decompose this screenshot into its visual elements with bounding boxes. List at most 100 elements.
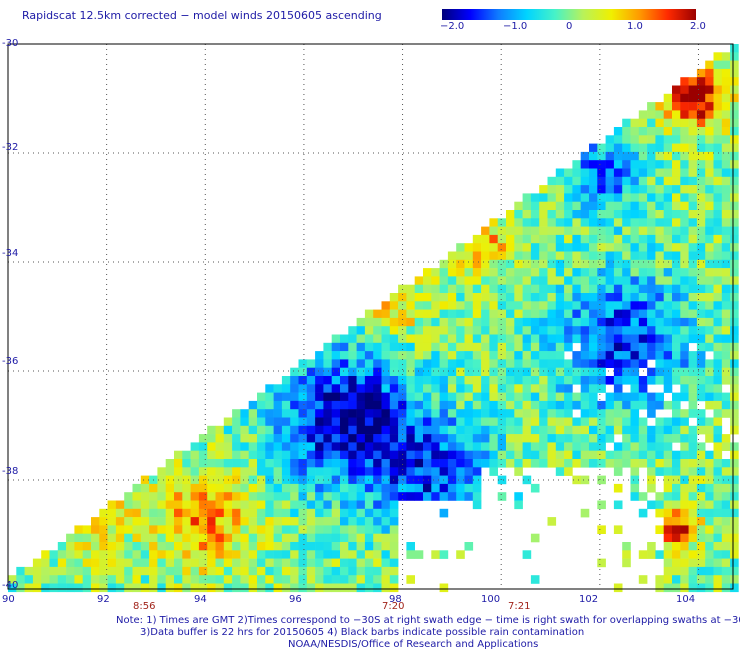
swath-cell — [497, 276, 507, 285]
swath-cell — [514, 326, 523, 335]
swath-cell — [622, 118, 631, 128]
swath-cell — [580, 218, 590, 227]
swath-cell — [655, 450, 664, 460]
swath-cell — [705, 550, 714, 559]
lon-label: 96 — [289, 594, 302, 605]
swath-cell — [597, 293, 606, 302]
swath-cell — [472, 251, 482, 261]
swath-cell — [348, 367, 357, 377]
swath-cell — [705, 326, 714, 335]
swath-cell — [414, 459, 424, 468]
swath-cell — [165, 558, 175, 568]
swath-cell — [439, 384, 449, 393]
swath-cell — [348, 566, 357, 576]
swath-cell — [389, 351, 399, 360]
swath-cell — [589, 234, 598, 244]
swath-cell — [74, 533, 83, 543]
swath-cell — [265, 508, 274, 518]
swath-cell — [672, 492, 681, 501]
swath-cell — [539, 210, 548, 219]
swath-cell — [248, 500, 258, 510]
swath-cell — [564, 293, 573, 302]
swath-cell — [589, 301, 598, 310]
swath-cell — [389, 508, 399, 518]
swath-cell — [680, 210, 689, 219]
swath-cell — [713, 135, 723, 144]
swath-cell — [680, 284, 689, 294]
swath-cell — [456, 417, 465, 427]
swath-cell — [57, 550, 67, 559]
swath-cell — [497, 359, 507, 368]
swath-cell — [547, 367, 557, 377]
swath-cell — [672, 284, 681, 294]
swath-cell — [472, 475, 482, 485]
swath-cell — [497, 425, 507, 435]
swath-cell — [273, 400, 283, 410]
swath-cell — [373, 400, 382, 410]
swath-cell — [580, 259, 590, 269]
swath-cell — [672, 326, 681, 335]
swath-cell — [721, 226, 731, 236]
swath-cell — [439, 317, 449, 327]
swath-cell — [688, 317, 698, 327]
swath-cell — [638, 210, 648, 219]
swath-cell — [688, 351, 698, 360]
swath-cell — [630, 276, 640, 285]
swath-cell — [257, 483, 266, 493]
swath-cell — [572, 459, 581, 468]
swath-cell — [265, 409, 274, 418]
swath-cell — [672, 417, 681, 427]
swath-cell — [107, 566, 117, 576]
swath-cell — [497, 268, 507, 277]
swath-cell — [232, 517, 241, 526]
swath-cell — [281, 459, 291, 468]
swath-cell — [597, 193, 606, 202]
swath-cell — [165, 483, 175, 493]
swath-cell — [630, 425, 640, 435]
swath-cell — [323, 450, 332, 460]
swath-cell — [597, 259, 606, 269]
swath-cell — [630, 218, 640, 227]
swath-cell — [696, 384, 706, 393]
swath-cell — [439, 442, 449, 451]
swath-cell — [423, 367, 432, 377]
swath-cell — [572, 376, 581, 385]
swath-cell — [572, 201, 581, 211]
swath-cell — [174, 508, 183, 518]
swath-cell — [315, 434, 324, 443]
swath-cell — [198, 566, 208, 576]
swath-cell — [273, 583, 283, 593]
swath-cell — [688, 110, 698, 119]
swath-cell — [66, 550, 75, 559]
swath-cell — [398, 400, 407, 410]
swath-cell — [630, 185, 640, 194]
swath-cell — [647, 143, 656, 153]
swath-cell — [589, 417, 598, 427]
swath-cell — [597, 301, 606, 310]
swath-cell — [705, 293, 714, 302]
swath-cell — [730, 417, 739, 427]
swath-cell — [514, 284, 523, 294]
swath-cell — [730, 102, 739, 111]
swath-cell — [688, 77, 698, 86]
swath-cell — [622, 268, 631, 277]
swath-cell — [580, 442, 590, 451]
swath-cell — [257, 392, 266, 402]
swath-cell — [66, 583, 75, 593]
map-frame — [7, 43, 734, 590]
swath-cell — [431, 442, 440, 451]
swath-cell — [464, 409, 474, 418]
swath-cell — [207, 508, 216, 518]
swath-cell — [348, 542, 357, 551]
swath-cell — [464, 400, 474, 410]
swath-cell — [190, 467, 200, 476]
swath-cell — [331, 558, 341, 568]
swath-cell — [522, 226, 532, 236]
swath-cell — [281, 425, 291, 435]
swath-cell — [223, 434, 233, 443]
swath-cell — [456, 251, 465, 261]
swath-cell — [472, 409, 482, 418]
swath-cell — [597, 276, 606, 285]
swath-cell — [464, 492, 474, 501]
swath-cell — [555, 367, 565, 377]
